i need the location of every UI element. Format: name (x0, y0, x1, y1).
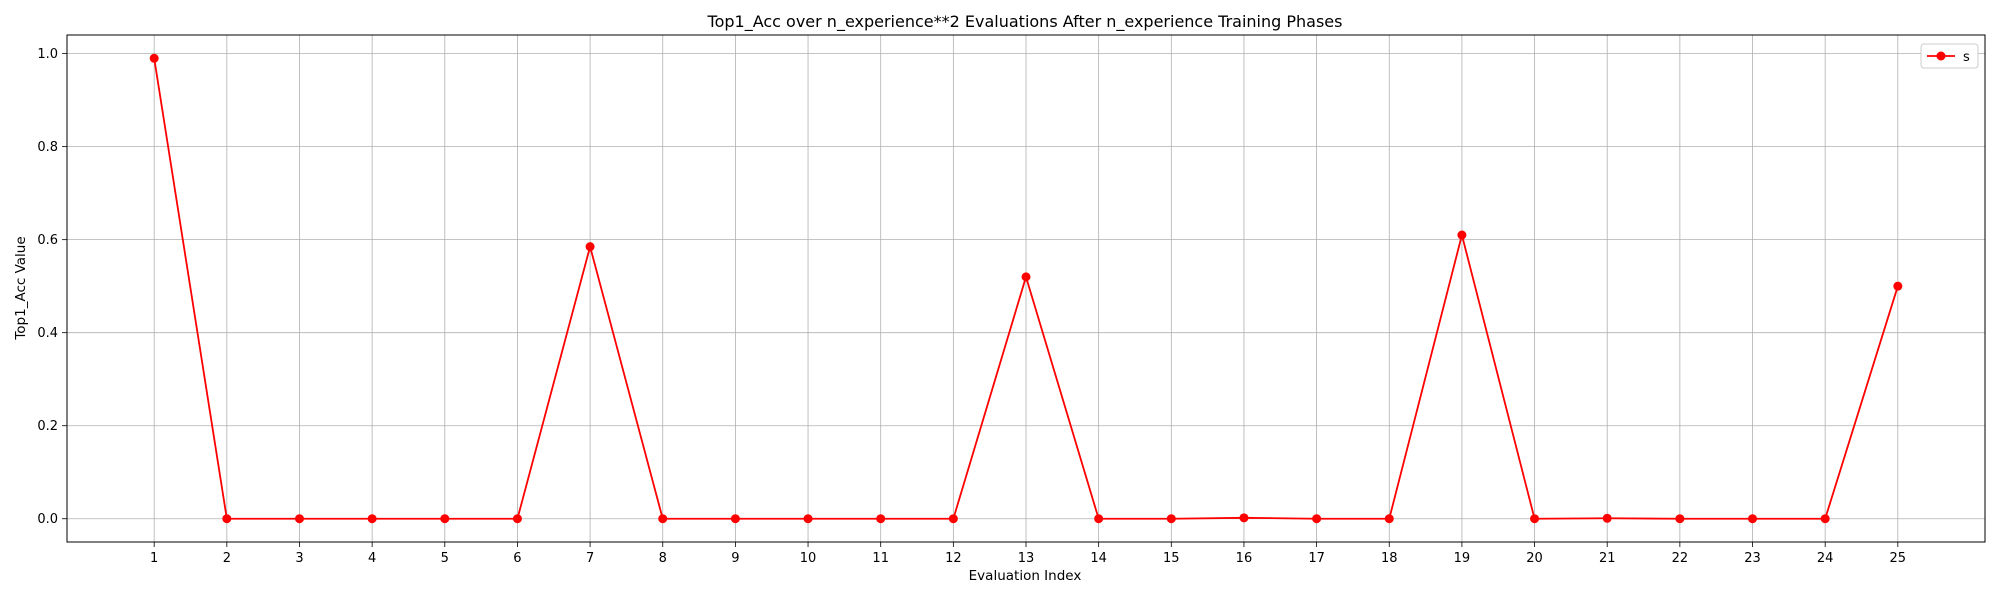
y-tick-label: 0.8 (37, 140, 58, 155)
x-tick-label: 6 (513, 551, 521, 566)
data-point (1675, 514, 1685, 524)
x-tick-label: 11 (872, 551, 889, 566)
data-point (1166, 514, 1176, 524)
x-tick-label: 9 (731, 551, 739, 566)
x-tick-label: 8 (659, 551, 667, 566)
data-point (149, 53, 159, 63)
data-point (294, 514, 304, 524)
x-tick-label: 22 (1672, 551, 1689, 566)
data-point (876, 514, 886, 524)
y-axis: 0.0 0.2 0.4 0.6 0.8 1.0 (37, 47, 67, 527)
x-tick-label: 1 (150, 551, 158, 566)
y-tick-label: 0.6 (37, 233, 58, 248)
data-point (1312, 514, 1322, 524)
x-tick-label: 13 (1018, 551, 1035, 566)
data-point (585, 242, 595, 252)
x-tick-label: 3 (295, 551, 303, 566)
x-tick-label: 24 (1817, 551, 1834, 566)
data-point (658, 514, 668, 524)
x-tick-label: 12 (945, 551, 962, 566)
x-tick-label: 2 (223, 551, 231, 566)
x-tick-label: 19 (1454, 551, 1471, 566)
x-axis-label: Evaluation Index (969, 568, 1082, 584)
legend-label: s (1963, 50, 1970, 65)
data-point (1239, 513, 1249, 523)
x-tick-label: 5 (441, 551, 449, 566)
data-point (803, 514, 813, 524)
x-tick-label: 10 (800, 551, 817, 566)
data-point (1893, 281, 1903, 291)
data-point (1820, 514, 1830, 524)
data-point (1530, 514, 1540, 524)
x-tick-label: 20 (1526, 551, 1543, 566)
x-tick-label: 7 (586, 551, 594, 566)
data-point (730, 514, 740, 524)
series-group (149, 53, 1903, 524)
data-point (440, 514, 450, 524)
x-tick-label: 15 (1163, 551, 1180, 566)
x-tick-label: 18 (1381, 551, 1398, 566)
x-tick-label: 23 (1744, 551, 1761, 566)
x-tick-label: 16 (1236, 551, 1253, 566)
chart-title: Top1_Acc over n_experience**2 Evaluation… (707, 12, 1343, 32)
data-point (512, 514, 522, 524)
data-point (1021, 272, 1031, 282)
y-tick-label: 0.2 (37, 419, 58, 434)
legend: s (1920, 43, 1979, 69)
y-tick-label: 1.0 (37, 47, 58, 62)
y-tick-label: 0.4 (37, 326, 58, 341)
data-point (1748, 514, 1758, 524)
data-point (1094, 514, 1104, 524)
x-axis: 1 2 3 4 5 6 7 8 9 10 11 12 13 14 15 16 17 18 19 20 21 22 23 24 2… (150, 542, 1906, 566)
data-point (948, 514, 958, 524)
x-tick-label: 25 (1890, 551, 1907, 566)
y-axis-label: Top1_Acc Value (13, 236, 29, 340)
y-tick-label: 0.0 (37, 512, 58, 527)
x-tick-label: 21 (1599, 551, 1616, 566)
grid (67, 35, 1985, 542)
data-point (1384, 514, 1394, 524)
x-tick-label: 4 (368, 551, 376, 566)
data-point (367, 514, 377, 524)
x-tick-label: 17 (1308, 551, 1325, 566)
data-point (1457, 230, 1467, 240)
x-tick-label: 14 (1090, 551, 1107, 566)
legend-marker (1936, 51, 1946, 61)
data-point (1602, 513, 1612, 523)
data-point (222, 514, 232, 524)
